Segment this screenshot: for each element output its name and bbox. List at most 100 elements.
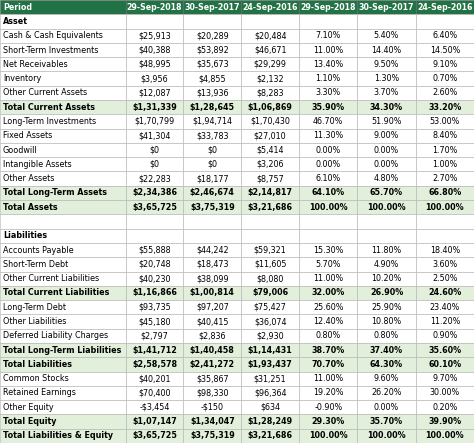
Bar xyxy=(0,43,126,57)
Text: $3,75,319: $3,75,319 xyxy=(190,203,235,212)
Bar xyxy=(183,200,241,214)
Text: 14.40%: 14.40% xyxy=(372,46,401,54)
Text: 65.70%: 65.70% xyxy=(370,188,403,198)
Text: 70.70%: 70.70% xyxy=(312,360,345,369)
Text: 24-Sep-2016: 24-Sep-2016 xyxy=(417,3,473,12)
Text: $46,671: $46,671 xyxy=(254,46,286,54)
Bar xyxy=(126,414,183,429)
Bar xyxy=(183,429,241,443)
Text: $1,94,714: $1,94,714 xyxy=(192,117,232,126)
Bar xyxy=(299,400,357,414)
Bar xyxy=(357,157,416,171)
Bar xyxy=(183,372,241,386)
Text: 0.20%: 0.20% xyxy=(432,403,457,412)
Text: $96,364: $96,364 xyxy=(254,389,286,397)
Text: Total Equity: Total Equity xyxy=(3,417,56,426)
Bar xyxy=(126,386,183,400)
Bar xyxy=(241,257,299,272)
Text: 5.70%: 5.70% xyxy=(316,260,341,269)
Bar xyxy=(241,128,299,143)
Bar xyxy=(299,186,357,200)
Text: 11.00%: 11.00% xyxy=(313,374,343,383)
Bar xyxy=(357,128,416,143)
Text: 51.90%: 51.90% xyxy=(371,117,402,126)
Text: 4.90%: 4.90% xyxy=(374,260,399,269)
Bar xyxy=(0,229,126,243)
Text: $98,330: $98,330 xyxy=(196,389,228,397)
Text: 9.50%: 9.50% xyxy=(374,60,399,69)
Text: Other Current Liabilities: Other Current Liabilities xyxy=(3,274,99,283)
Bar xyxy=(357,372,416,386)
Bar xyxy=(241,357,299,372)
Text: Liabilities: Liabilities xyxy=(3,231,47,240)
Bar xyxy=(0,272,126,286)
Text: 9.00%: 9.00% xyxy=(374,131,399,140)
Bar xyxy=(0,171,126,186)
Bar xyxy=(416,243,474,257)
Bar xyxy=(299,14,357,29)
Bar xyxy=(241,114,299,128)
Text: $634: $634 xyxy=(260,403,280,412)
Bar xyxy=(241,100,299,114)
Text: 30-Sep-2017: 30-Sep-2017 xyxy=(359,3,414,12)
Text: $18,177: $18,177 xyxy=(196,174,228,183)
Text: $40,388: $40,388 xyxy=(138,46,171,54)
Text: 11.00%: 11.00% xyxy=(313,274,343,283)
Text: $3,21,686: $3,21,686 xyxy=(248,203,292,212)
Bar xyxy=(126,286,183,300)
Bar xyxy=(416,71,474,86)
Text: 23.40%: 23.40% xyxy=(429,303,460,312)
Bar xyxy=(126,315,183,329)
Bar xyxy=(241,372,299,386)
Text: Retained Earnings: Retained Earnings xyxy=(3,389,76,397)
Bar xyxy=(357,29,416,43)
Bar xyxy=(416,414,474,429)
Text: $1,70,799: $1,70,799 xyxy=(135,117,174,126)
Bar xyxy=(357,114,416,128)
Text: Accounts Payable: Accounts Payable xyxy=(3,245,73,255)
Bar xyxy=(0,286,126,300)
Bar xyxy=(0,414,126,429)
Text: $1,28,249: $1,28,249 xyxy=(247,417,293,426)
Text: 32.00%: 32.00% xyxy=(311,288,345,297)
Text: 34.30%: 34.30% xyxy=(370,103,403,112)
Bar xyxy=(416,372,474,386)
Bar xyxy=(357,272,416,286)
Text: 39.90%: 39.90% xyxy=(428,417,461,426)
Bar xyxy=(299,243,357,257)
Bar xyxy=(0,329,126,343)
Text: $0: $0 xyxy=(207,146,218,155)
Bar xyxy=(126,29,183,43)
Text: 26.20%: 26.20% xyxy=(371,389,402,397)
Text: $1,70,430: $1,70,430 xyxy=(250,117,290,126)
Bar xyxy=(241,0,299,14)
Bar xyxy=(357,57,416,71)
Text: 15.30%: 15.30% xyxy=(313,245,344,255)
Text: $2,836: $2,836 xyxy=(199,331,226,340)
Text: Period: Period xyxy=(3,3,32,12)
Bar xyxy=(241,300,299,315)
Bar xyxy=(357,43,416,57)
Text: $20,289: $20,289 xyxy=(196,31,229,40)
Text: Total Long-Term Assets: Total Long-Term Assets xyxy=(3,188,107,198)
Bar xyxy=(183,286,241,300)
Text: $1,06,869: $1,06,869 xyxy=(248,103,292,112)
Bar xyxy=(357,286,416,300)
Text: 1.30%: 1.30% xyxy=(374,74,399,83)
Bar xyxy=(126,57,183,71)
Bar xyxy=(183,300,241,315)
Bar xyxy=(126,343,183,357)
Text: $53,892: $53,892 xyxy=(196,46,229,54)
Text: $3,956: $3,956 xyxy=(141,74,168,83)
Text: $1,07,147: $1,07,147 xyxy=(132,417,177,426)
Bar xyxy=(357,243,416,257)
Text: $35,673: $35,673 xyxy=(196,60,228,69)
Bar xyxy=(0,157,126,171)
Bar xyxy=(241,286,299,300)
Text: 7.10%: 7.10% xyxy=(316,31,341,40)
Text: $3,65,725: $3,65,725 xyxy=(132,431,177,440)
Text: 2.60%: 2.60% xyxy=(432,89,457,97)
Text: -$3,454: -$3,454 xyxy=(139,403,170,412)
Bar xyxy=(183,114,241,128)
Text: 14.50%: 14.50% xyxy=(429,46,460,54)
